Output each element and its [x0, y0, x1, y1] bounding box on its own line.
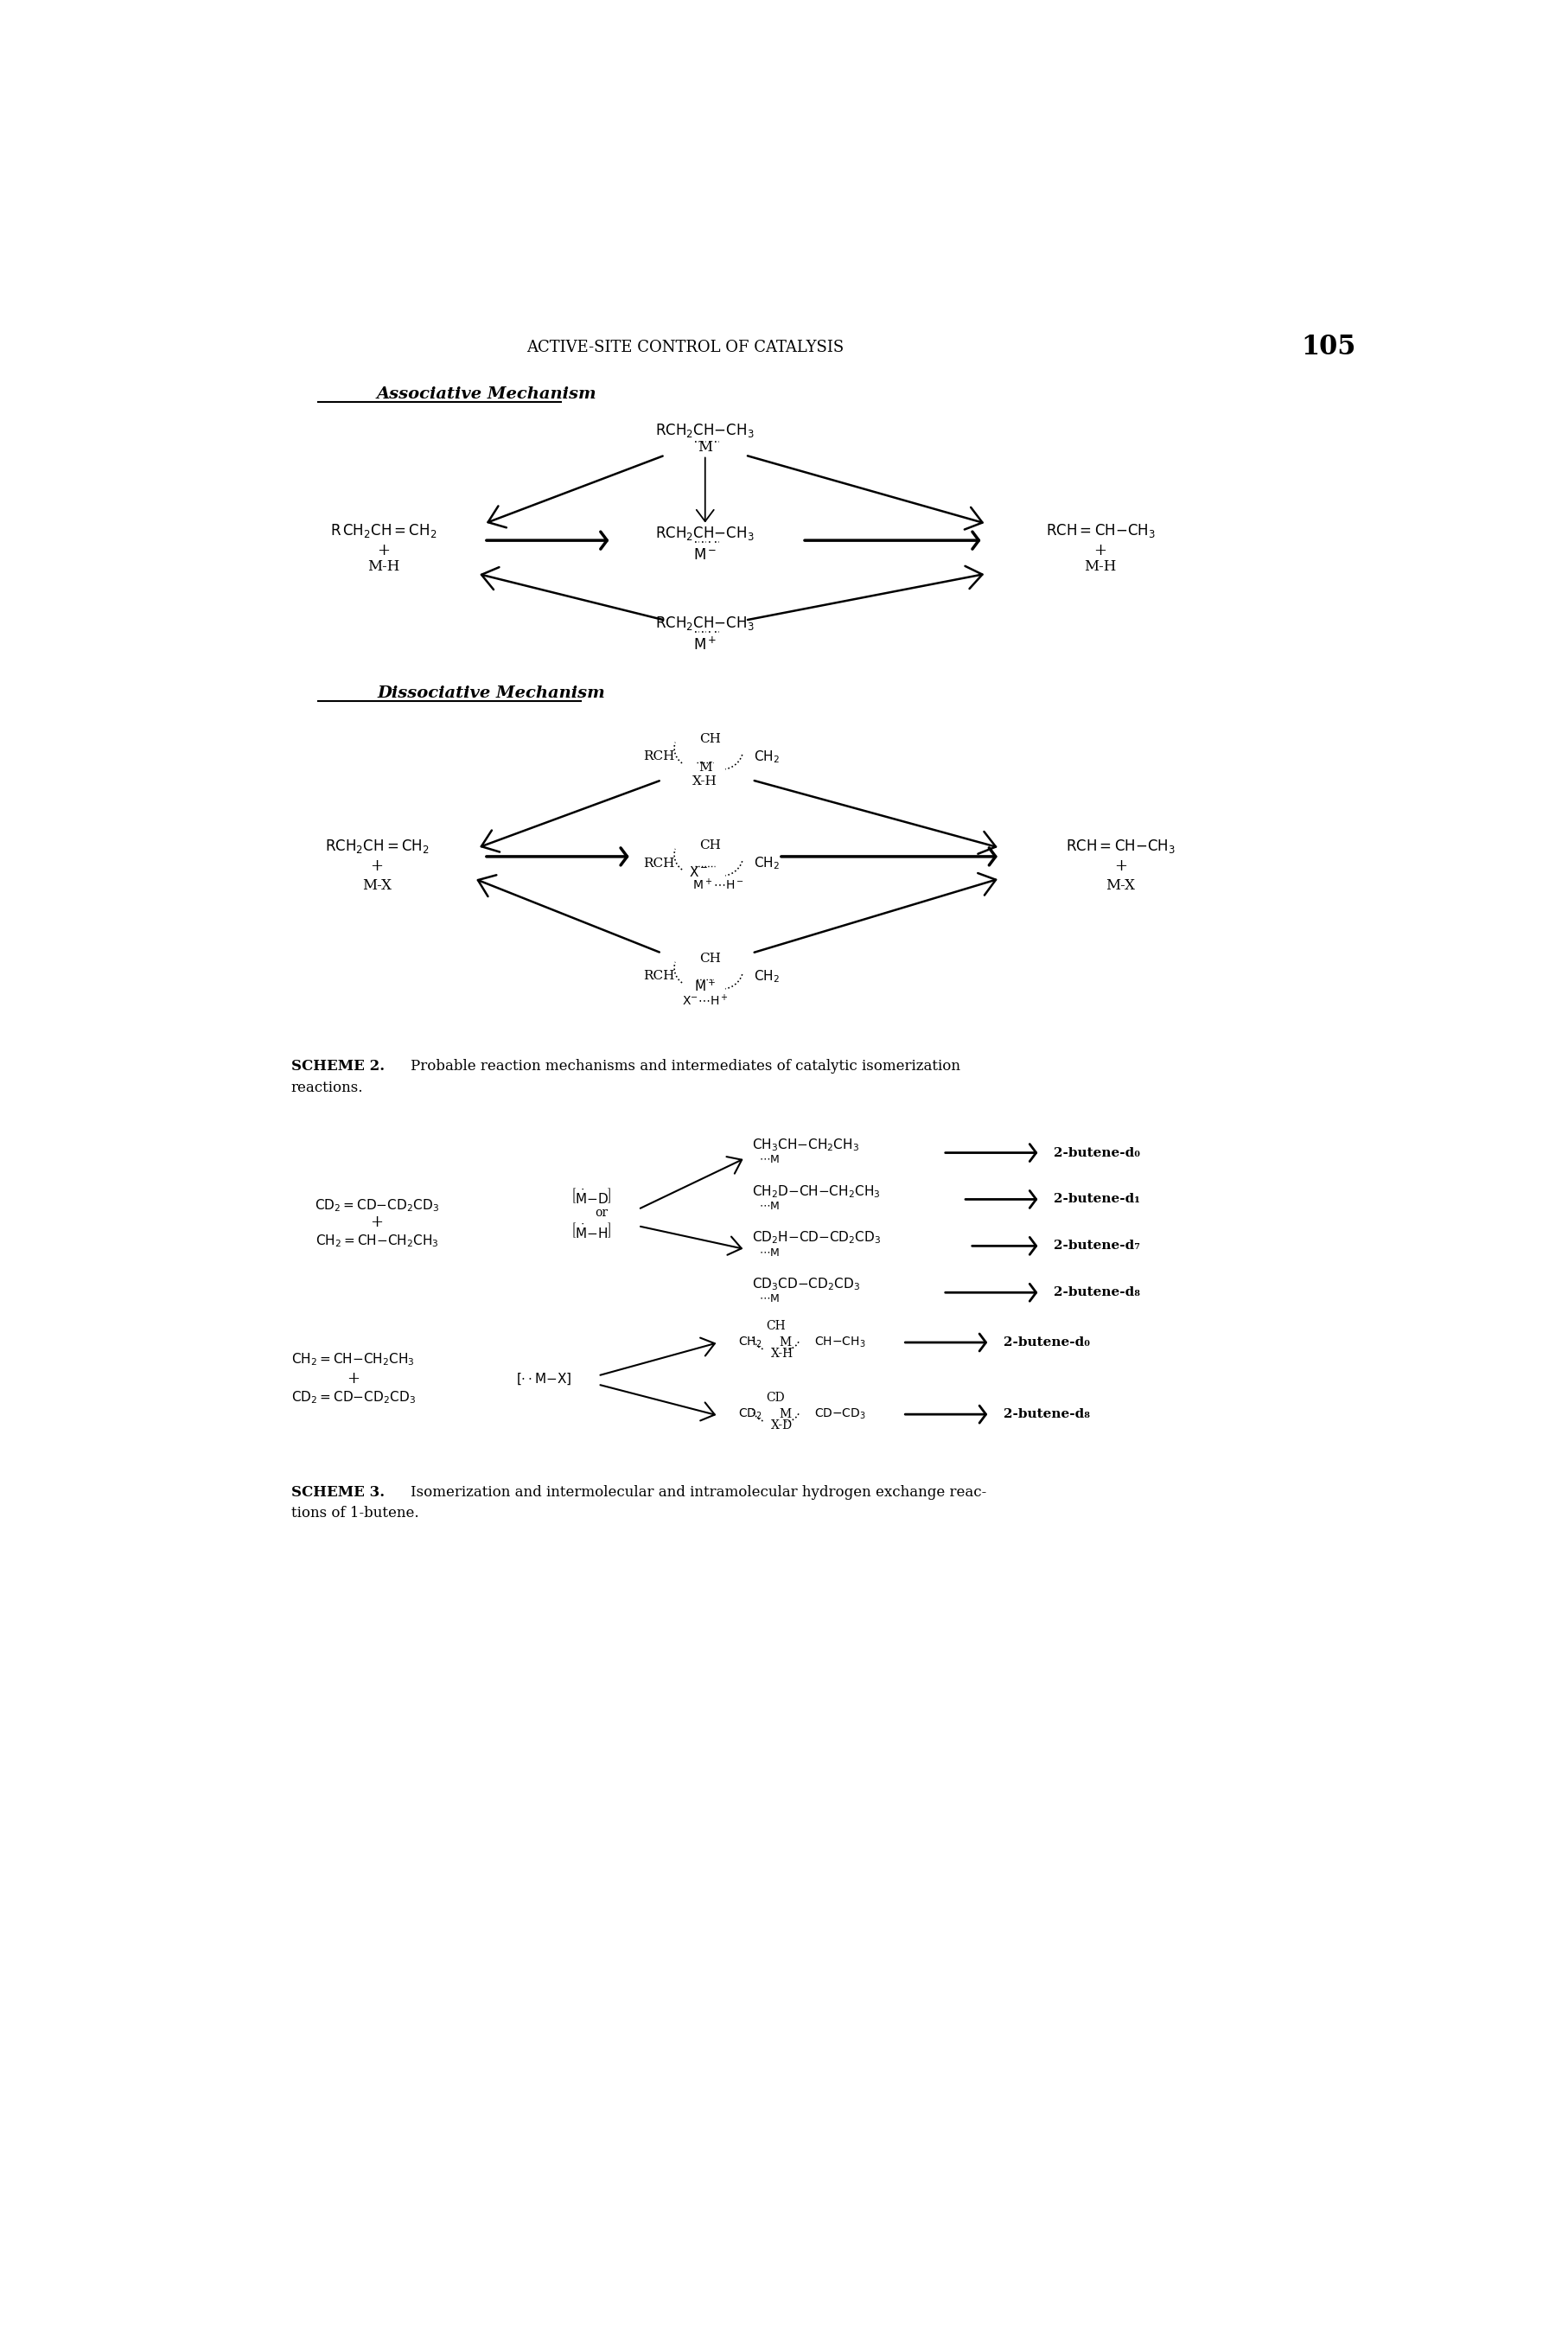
Text: +: + — [1113, 859, 1127, 875]
Text: SCHEME 2.: SCHEME 2. — [292, 1060, 384, 1074]
Text: $\mathsf{X^{-}{\cdots}H^+}$: $\mathsf{X^{-}{\cdots}H^+}$ — [682, 994, 728, 1009]
Text: M-H: M-H — [1083, 559, 1116, 573]
Text: $\mathsf{CD_2{=}CD{-}CD_2CD_3}$: $\mathsf{CD_2{=}CD{-}CD_2CD_3}$ — [292, 1390, 416, 1406]
Text: $\mathsf{CH_2}$: $\mathsf{CH_2}$ — [753, 969, 779, 985]
Text: $\mathsf{M^+}$: $\mathsf{M^+}$ — [693, 636, 717, 653]
Text: CH: CH — [765, 1320, 786, 1331]
Text: $\mathsf{{\cdots}M}$: $\mathsf{{\cdots}M}$ — [759, 1247, 779, 1259]
Text: $\mathsf{{\cdots}M}$: $\mathsf{{\cdots}M}$ — [759, 1294, 779, 1306]
Text: Associative Mechanism: Associative Mechanism — [376, 386, 597, 402]
Text: 2-butene-d₀: 2-butene-d₀ — [1004, 1336, 1090, 1348]
Text: 2-butene-d₈: 2-butene-d₈ — [1004, 1409, 1090, 1420]
Text: $\mathsf{CD_2}$: $\mathsf{CD_2}$ — [739, 1406, 762, 1420]
Text: $\mathsf{RCH_2CH{-}CH_3}$: $\mathsf{RCH_2CH{-}CH_3}$ — [655, 421, 754, 440]
Text: CH: CH — [699, 732, 721, 744]
Text: $\mathsf{CH_2{=}CH{-}CH_2CH_3}$: $\mathsf{CH_2{=}CH{-}CH_2CH_3}$ — [292, 1350, 416, 1367]
Text: RCH: RCH — [643, 856, 674, 868]
Text: M-X: M-X — [1105, 878, 1135, 892]
Text: 2-butene-d₀: 2-butene-d₀ — [1054, 1147, 1140, 1158]
Text: M: M — [779, 1336, 790, 1348]
Text: $\mathsf{CH_2{=}CH{-}CH_2CH_3}$: $\mathsf{CH_2{=}CH{-}CH_2CH_3}$ — [315, 1233, 439, 1250]
Text: CH: CH — [699, 840, 721, 852]
Text: M-H: M-H — [367, 559, 400, 573]
Text: $\mathsf{CH{-}CH_3}$: $\mathsf{CH{-}CH_3}$ — [814, 1336, 866, 1350]
Text: $\mathsf{CD{-}CD_3}$: $\mathsf{CD{-}CD_3}$ — [814, 1406, 866, 1420]
Text: $\mathsf{CD_2H{-}CD{-}CD_2CD_3}$: $\mathsf{CD_2H{-}CD{-}CD_2CD_3}$ — [753, 1231, 881, 1245]
Text: $\mathsf{CH_2}$: $\mathsf{CH_2}$ — [753, 854, 779, 870]
Text: $\left[\mathsf{\dot{M}{-}H}\right]$: $\left[\mathsf{\dot{M}{-}H}\right]$ — [571, 1221, 612, 1240]
Text: or: or — [594, 1207, 608, 1219]
Text: $\mathsf{CD_2{=}CD{-}CD_2CD_3}$: $\mathsf{CD_2{=}CD{-}CD_2CD_3}$ — [315, 1198, 439, 1214]
Text: $\mathsf{RCH_2CH{-}CH_3}$: $\mathsf{RCH_2CH{-}CH_3}$ — [655, 615, 754, 632]
Text: CH: CH — [699, 952, 721, 964]
Text: $\mathsf{CH_3CH{-}CH_2CH_3}$: $\mathsf{CH_3CH{-}CH_2CH_3}$ — [753, 1137, 859, 1154]
Text: +: + — [347, 1371, 361, 1388]
Text: +: + — [376, 543, 390, 559]
Text: +: + — [1094, 543, 1107, 559]
Text: $\mathsf{{\cdots}M}$: $\mathsf{{\cdots}M}$ — [759, 1200, 779, 1212]
Text: $\mathsf{CD_3CD{-}CD_2CD_3}$: $\mathsf{CD_3CD{-}CD_2CD_3}$ — [753, 1275, 861, 1292]
Text: $\left[\mathsf{{\cdot\cdot}M{-}X}\right]$: $\left[\mathsf{{\cdot\cdot}M{-}X}\right]… — [516, 1371, 572, 1388]
Text: reactions.: reactions. — [292, 1081, 364, 1095]
Text: +: + — [370, 859, 383, 875]
Text: CD: CD — [767, 1392, 786, 1404]
Text: X-D: X-D — [771, 1420, 793, 1432]
Text: M: M — [698, 440, 712, 454]
Text: SCHEME 3.: SCHEME 3. — [292, 1486, 384, 1500]
Text: Probable reaction mechanisms and intermediates of catalytic isomerization: Probable reaction mechanisms and interme… — [411, 1060, 960, 1074]
Text: 105: 105 — [1301, 335, 1355, 360]
Text: 2-butene-d₇: 2-butene-d₇ — [1054, 1240, 1140, 1252]
Text: $\mathsf{CH_2D{-}CH{-}CH_2CH_3}$: $\mathsf{CH_2D{-}CH{-}CH_2CH_3}$ — [753, 1184, 881, 1200]
Text: $\mathsf{RCH{=}CH{-}CH_3}$: $\mathsf{RCH{=}CH{-}CH_3}$ — [1046, 522, 1156, 538]
Text: $\left[\mathsf{\dot{M}{-}D}\right]$: $\left[\mathsf{\dot{M}{-}D}\right]$ — [571, 1186, 612, 1205]
Text: Isomerization and intermolecular and intramolecular hydrogen exchange reac-: Isomerization and intermolecular and int… — [411, 1486, 986, 1500]
Text: RCH: RCH — [643, 751, 674, 763]
Text: $\mathsf{R\,CH_2CH{=}CH_2}$: $\mathsf{R\,CH_2CH{=}CH_2}$ — [331, 522, 437, 538]
Text: M: M — [779, 1409, 790, 1420]
Text: $\mathsf{RCH_2CH{=}CH_2}$: $\mathsf{RCH_2CH{=}CH_2}$ — [325, 838, 430, 854]
Text: $\mathsf{M^+{\cdots}H^-}$: $\mathsf{M^+{\cdots}H^-}$ — [693, 878, 745, 892]
Text: 2-butene-d₈: 2-butene-d₈ — [1054, 1287, 1140, 1299]
Text: ACTIVE-SITE CONTROL OF CATALYSIS: ACTIVE-SITE CONTROL OF CATALYSIS — [527, 339, 844, 356]
Text: Dissociative Mechanism: Dissociative Mechanism — [376, 686, 605, 702]
Text: $\mathsf{CH_2}$: $\mathsf{CH_2}$ — [753, 749, 779, 765]
Text: X-H: X-H — [771, 1348, 793, 1360]
Text: +: + — [370, 1214, 383, 1231]
Text: $\mathsf{RCH_2CH{-}CH_3}$: $\mathsf{RCH_2CH{-}CH_3}$ — [655, 524, 754, 543]
Text: RCH: RCH — [643, 971, 674, 983]
Text: X-H: X-H — [693, 775, 718, 786]
Text: tions of 1-butene.: tions of 1-butene. — [292, 1507, 419, 1521]
Text: $\mathsf{X^-}$: $\mathsf{X^-}$ — [688, 866, 709, 880]
Text: $\mathsf{M^+}$: $\mathsf{M^+}$ — [695, 978, 717, 994]
Text: 2-butene-d₁: 2-butene-d₁ — [1054, 1193, 1140, 1205]
Text: M-X: M-X — [362, 878, 392, 892]
Text: $\mathsf{CH_2}$: $\mathsf{CH_2}$ — [739, 1336, 762, 1350]
Text: $\mathsf{M^-}$: $\mathsf{M^-}$ — [693, 548, 717, 562]
Text: $\mathsf{{\cdots}M}$: $\mathsf{{\cdots}M}$ — [759, 1154, 779, 1165]
Text: M: M — [698, 763, 712, 775]
Text: $\mathsf{RCH{=}CH{-}CH_3}$: $\mathsf{RCH{=}CH{-}CH_3}$ — [1066, 838, 1176, 854]
